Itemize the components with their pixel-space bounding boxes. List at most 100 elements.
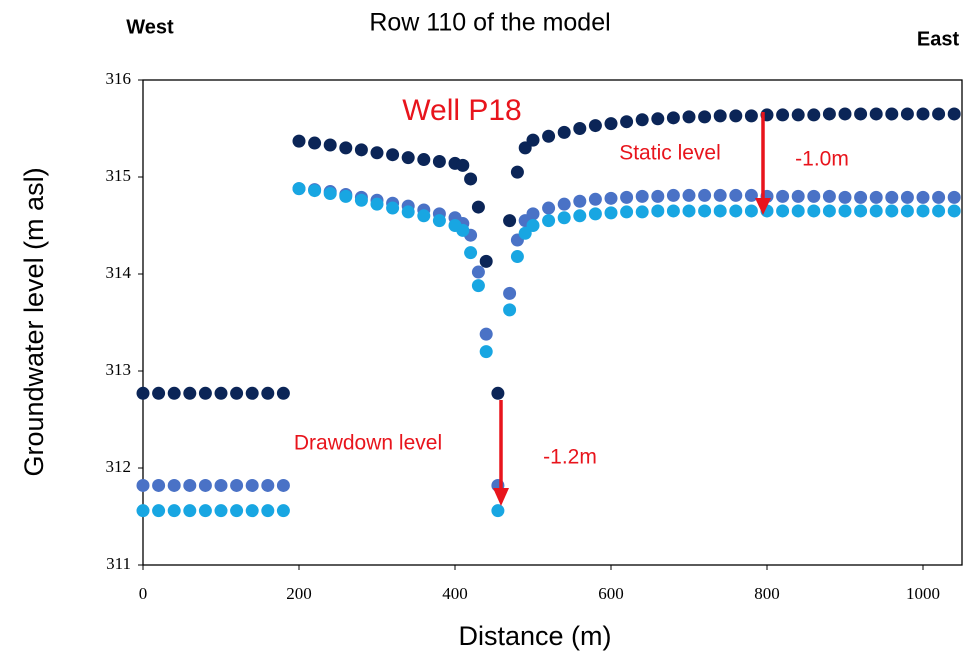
point bbox=[479, 327, 493, 341]
y-tick-label: 314 bbox=[106, 263, 132, 282]
point bbox=[573, 122, 587, 135]
point bbox=[729, 188, 743, 202]
point bbox=[276, 478, 290, 492]
point bbox=[916, 190, 930, 204]
annotation: Static level bbox=[619, 142, 721, 165]
point bbox=[198, 386, 212, 400]
point bbox=[557, 197, 571, 211]
point bbox=[245, 504, 259, 518]
point bbox=[885, 204, 899, 218]
point bbox=[386, 148, 400, 162]
point bbox=[510, 165, 524, 179]
point bbox=[604, 206, 618, 220]
point bbox=[183, 478, 197, 492]
point bbox=[682, 204, 696, 218]
point bbox=[167, 504, 181, 518]
point bbox=[152, 478, 166, 492]
point bbox=[308, 136, 322, 150]
point bbox=[214, 386, 228, 400]
point bbox=[276, 504, 290, 518]
point bbox=[471, 279, 485, 293]
point bbox=[417, 153, 431, 167]
point bbox=[261, 478, 275, 492]
point bbox=[526, 219, 540, 232]
point bbox=[432, 214, 446, 228]
point bbox=[807, 189, 821, 203]
point bbox=[651, 112, 665, 126]
x-tick-label: 200 bbox=[286, 584, 312, 603]
point bbox=[666, 188, 680, 202]
point bbox=[588, 119, 602, 133]
point bbox=[666, 111, 680, 125]
static-arrow bbox=[755, 112, 771, 215]
point bbox=[456, 158, 470, 172]
point bbox=[588, 207, 602, 221]
point bbox=[713, 204, 727, 218]
point bbox=[822, 204, 836, 218]
east-label: East bbox=[917, 28, 960, 50]
point bbox=[807, 108, 821, 122]
point bbox=[729, 204, 743, 218]
plot-frame bbox=[142, 79, 963, 566]
point bbox=[323, 138, 337, 152]
point bbox=[479, 254, 493, 268]
point bbox=[230, 478, 244, 492]
point bbox=[698, 188, 712, 202]
point bbox=[479, 345, 493, 359]
point bbox=[869, 107, 883, 121]
point bbox=[713, 188, 727, 202]
point bbox=[744, 188, 758, 202]
annotations: Well P18 Static level -1.0m Drawdown level -… bbox=[294, 94, 849, 469]
point bbox=[261, 386, 275, 400]
point bbox=[682, 188, 696, 202]
point bbox=[916, 204, 930, 218]
point bbox=[604, 117, 618, 131]
point bbox=[620, 205, 634, 219]
annotation: -1.2m bbox=[543, 446, 597, 469]
point bbox=[417, 209, 431, 223]
point bbox=[573, 209, 587, 223]
point bbox=[214, 504, 228, 518]
point bbox=[557, 211, 571, 225]
point bbox=[635, 189, 649, 203]
point bbox=[838, 190, 852, 204]
point bbox=[136, 478, 150, 492]
marks bbox=[136, 107, 961, 518]
point bbox=[698, 204, 712, 218]
point bbox=[308, 184, 322, 198]
point bbox=[245, 478, 259, 492]
point bbox=[152, 386, 166, 400]
x-tick-label: 0 bbox=[139, 584, 148, 603]
y-axis-label: Groundwater level (m asl) bbox=[19, 167, 49, 476]
point bbox=[491, 386, 505, 400]
point bbox=[471, 265, 485, 279]
point bbox=[136, 386, 150, 400]
drawdown-arrow bbox=[493, 400, 509, 506]
point bbox=[729, 109, 743, 123]
point bbox=[503, 214, 517, 228]
point bbox=[152, 504, 166, 518]
y-tick-label: 315 bbox=[106, 166, 132, 185]
point bbox=[526, 207, 540, 221]
point bbox=[214, 478, 228, 492]
point bbox=[791, 189, 805, 203]
point bbox=[464, 172, 478, 186]
point bbox=[354, 193, 368, 207]
x-tick-label: 1000 bbox=[906, 584, 940, 603]
y-tick-label: 313 bbox=[106, 360, 132, 379]
point bbox=[491, 504, 505, 518]
annotation: Drawdown level bbox=[294, 432, 442, 455]
point bbox=[932, 107, 946, 121]
point bbox=[791, 108, 805, 122]
point bbox=[261, 504, 275, 518]
point bbox=[791, 204, 805, 218]
point bbox=[651, 204, 665, 218]
point bbox=[776, 204, 790, 218]
point bbox=[916, 107, 930, 121]
point bbox=[167, 386, 181, 400]
point bbox=[822, 107, 836, 121]
point bbox=[323, 186, 337, 200]
point bbox=[947, 190, 961, 204]
point bbox=[276, 386, 290, 400]
